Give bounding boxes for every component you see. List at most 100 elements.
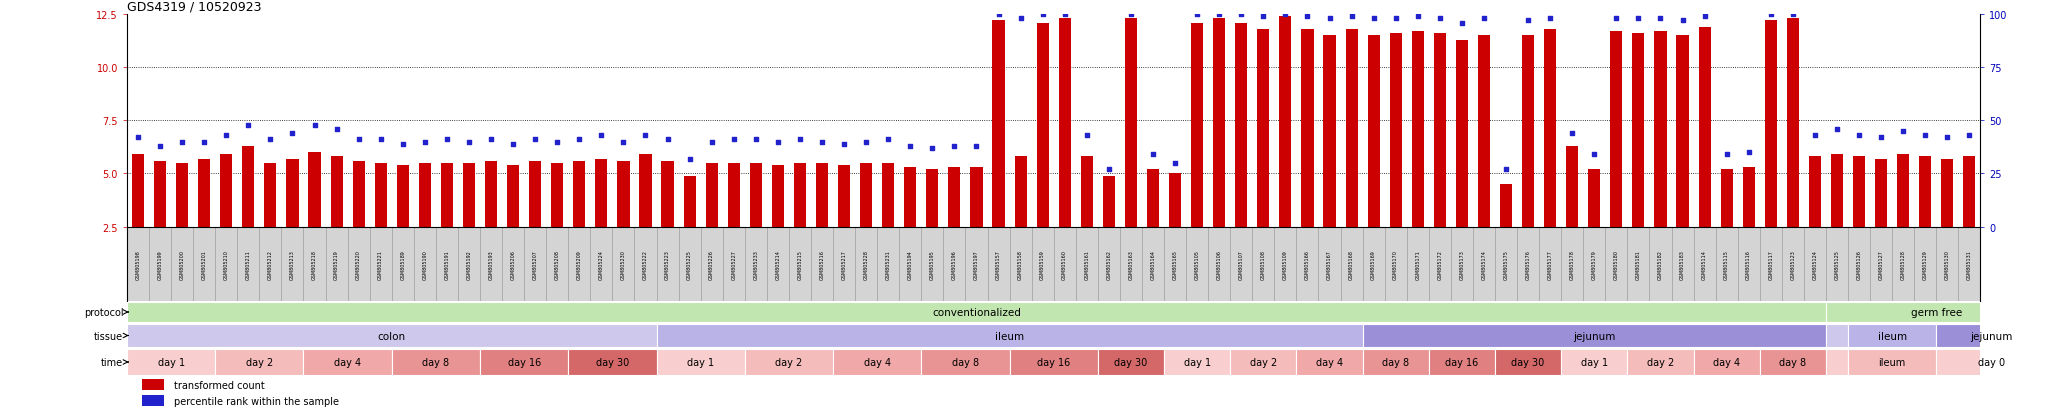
Bar [1964, 157, 1976, 227]
Bar [1827, 325, 1847, 347]
Bar [1567, 147, 1579, 227]
Point [1071, 133, 1104, 139]
Text: GSM805105: GSM805105 [1194, 249, 1200, 279]
Point [606, 139, 639, 145]
Text: day 16: day 16 [508, 357, 541, 367]
Bar [1362, 325, 1827, 347]
Text: day 4: day 4 [1712, 357, 1741, 367]
Point [1049, 12, 1081, 18]
Bar [1942, 159, 1954, 227]
Point [121, 135, 154, 141]
Text: GSM805230: GSM805230 [621, 249, 627, 279]
Bar [141, 379, 164, 390]
Bar [348, 227, 371, 301]
Bar [684, 176, 696, 227]
Point [1556, 131, 1589, 137]
Bar [1606, 227, 1628, 301]
Bar [1518, 227, 1540, 301]
Bar [1743, 168, 1755, 227]
Bar [1831, 155, 1843, 227]
Bar [1853, 157, 1866, 227]
Bar [948, 168, 961, 227]
Bar [1280, 17, 1292, 227]
Bar [502, 227, 524, 301]
Point [1710, 152, 1743, 158]
Text: GSM805165: GSM805165 [1174, 249, 1178, 279]
Text: GSM805216: GSM805216 [819, 249, 825, 279]
Bar [1143, 227, 1163, 301]
Bar [1698, 28, 1710, 227]
Text: jejunum: jejunum [1573, 331, 1616, 341]
Text: GSM805219: GSM805219 [334, 249, 340, 279]
Point [1137, 152, 1169, 158]
Bar [1632, 34, 1645, 227]
Bar [1098, 227, 1120, 301]
Bar [391, 227, 414, 301]
Text: jejunum: jejunum [1970, 331, 2013, 341]
Text: day 4: day 4 [334, 357, 360, 367]
Bar [221, 155, 231, 227]
Bar [745, 227, 766, 301]
Bar [1765, 21, 1778, 227]
Text: GSM805194: GSM805194 [907, 249, 913, 279]
Text: day 1: day 1 [1581, 357, 1608, 367]
Point [209, 133, 242, 139]
Text: day 2: day 2 [246, 357, 272, 367]
Bar [922, 227, 944, 301]
Point [1733, 150, 1765, 156]
Bar [1522, 36, 1534, 227]
Point [1401, 14, 1434, 20]
Bar [1694, 349, 1759, 375]
Text: GSM805123: GSM805123 [1790, 249, 1796, 279]
Bar [1323, 36, 1335, 227]
Text: GSM805224: GSM805224 [598, 249, 604, 279]
Point [563, 137, 596, 143]
Bar [172, 227, 193, 301]
Point [342, 137, 375, 143]
Point [1202, 12, 1235, 18]
Bar [150, 227, 172, 301]
Text: day 0: day 0 [1978, 357, 2005, 367]
Point [299, 122, 332, 128]
Bar [1300, 30, 1313, 227]
Bar [657, 325, 1362, 347]
Bar [397, 166, 410, 227]
Text: GSM805201: GSM805201 [201, 249, 207, 279]
Bar [1716, 227, 1737, 301]
Text: day 8: day 8 [1780, 357, 1806, 367]
Bar [1737, 227, 1759, 301]
Bar [856, 227, 877, 301]
Bar [193, 227, 215, 301]
Bar [1694, 227, 1716, 301]
Bar [1235, 24, 1247, 227]
Bar [418, 164, 430, 227]
Bar [215, 349, 303, 375]
Bar [926, 170, 938, 227]
Text: GSM805162: GSM805162 [1106, 249, 1112, 279]
Bar [1274, 227, 1296, 301]
Bar [1163, 227, 1186, 301]
Point [674, 156, 707, 162]
Bar [238, 227, 260, 301]
Text: GSM805174: GSM805174 [1481, 249, 1487, 279]
Text: GSM805207: GSM805207 [532, 249, 539, 279]
Bar [391, 349, 479, 375]
Text: germ free: germ free [1911, 307, 1962, 317]
Text: GSM805211: GSM805211 [246, 249, 250, 279]
Text: GSM805193: GSM805193 [489, 249, 494, 279]
Text: GSM805168: GSM805168 [1350, 249, 1354, 279]
Point [629, 133, 662, 139]
Point [430, 137, 463, 143]
Bar [567, 227, 590, 301]
Bar [727, 164, 739, 227]
Text: GSM805179: GSM805179 [1591, 249, 1597, 279]
Point [1667, 18, 1700, 25]
Bar [1935, 227, 1958, 301]
Bar [1368, 36, 1380, 227]
Bar [860, 164, 872, 227]
Bar [1677, 36, 1690, 227]
Text: GSM805158: GSM805158 [1018, 249, 1024, 279]
Text: GSM805191: GSM805191 [444, 249, 449, 279]
Bar [1319, 227, 1341, 301]
Text: GSM805215: GSM805215 [797, 249, 803, 279]
